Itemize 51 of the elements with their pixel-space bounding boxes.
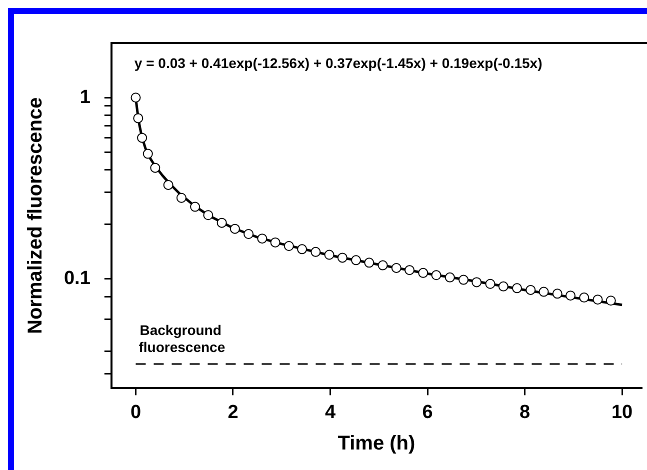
point	[337, 252, 348, 263]
point	[431, 270, 442, 280]
x-tick-label: 4	[324, 402, 336, 423]
point	[378, 260, 388, 270]
point	[310, 246, 321, 257]
point	[216, 218, 227, 228]
point	[284, 241, 294, 252]
point	[592, 294, 603, 305]
point	[458, 274, 469, 285]
point	[142, 148, 153, 159]
y-tick-label: 0.1	[64, 268, 91, 290]
point	[404, 265, 415, 276]
point	[565, 290, 576, 301]
point	[257, 234, 268, 244]
point	[297, 244, 308, 254]
point	[270, 237, 280, 248]
point	[324, 250, 334, 260]
point	[526, 284, 536, 295]
x-tick-label: 2	[228, 402, 238, 423]
point	[190, 202, 200, 212]
point	[538, 286, 549, 297]
x-axis-title: Time (h)	[338, 432, 416, 455]
point	[163, 180, 174, 190]
point	[472, 277, 482, 288]
point	[579, 292, 590, 303]
x-tick-label: 0	[130, 402, 142, 423]
point	[351, 255, 362, 266]
point	[176, 192, 186, 203]
x-tick-label: 10	[611, 402, 633, 423]
point	[230, 224, 240, 234]
ref-line-label: Background fluorescence	[138, 322, 226, 355]
point	[512, 283, 522, 294]
y-tick-label: 1	[80, 86, 91, 108]
x-tick-label: 8	[519, 402, 530, 423]
point	[606, 296, 616, 306]
point	[418, 268, 428, 278]
point	[485, 278, 496, 289]
point	[150, 162, 160, 173]
x-tick-label: 6	[422, 402, 433, 423]
point	[552, 288, 562, 299]
point	[444, 272, 455, 282]
point	[244, 229, 254, 240]
annotation: y = 0.03 + 0.41exp(-12.56x) + 0.37exp(-1.45x) + 0.19exp(-0.15x)	[134, 54, 542, 71]
point	[364, 258, 374, 268]
y-axis-title: Normalized fluorescence	[24, 97, 47, 334]
point	[130, 92, 141, 103]
point	[203, 210, 214, 220]
point	[391, 262, 402, 273]
point	[498, 281, 508, 292]
point	[137, 132, 148, 143]
point	[133, 113, 144, 124]
